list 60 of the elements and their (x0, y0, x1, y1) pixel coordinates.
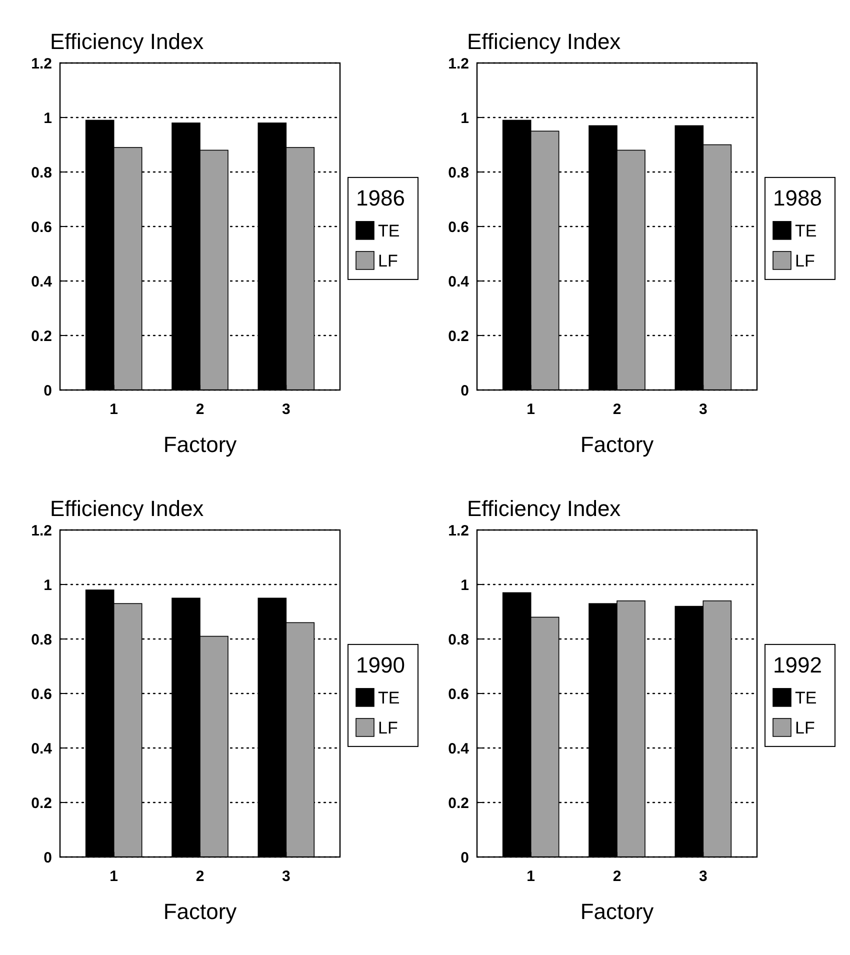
y-tick-label: 1.2 (31, 55, 52, 72)
y-tick-label: 0.2 (448, 328, 469, 345)
chart-title: Efficiency Index (467, 29, 621, 54)
legend-title: 1992 (773, 652, 822, 678)
y-tick-label: 0.6 (448, 686, 469, 703)
y-tick-label: 0.4 (31, 740, 53, 758)
x-tick-label: 2 (196, 401, 204, 418)
legend-label: TE (378, 688, 400, 708)
y-tick-label: 0.2 (31, 328, 52, 345)
y-tick-label: 1.2 (448, 55, 469, 72)
y-tick-label: 0 (460, 382, 469, 400)
x-tick-label: 3 (282, 401, 290, 418)
x-tick-label: 1 (110, 868, 118, 885)
y-tick-label: 0.4 (448, 740, 470, 758)
x-tick-label: 3 (698, 401, 708, 418)
y-tick-label: 0.2 (448, 794, 469, 812)
legend-label: LF (378, 718, 398, 738)
x-tick-label: 2 (196, 868, 204, 885)
chart-title: Efficiency Index (50, 496, 204, 521)
x-tick-label: 1 (526, 868, 536, 885)
y-tick-label: 1 (460, 576, 469, 594)
y-tick-label: 0.4 (31, 273, 53, 290)
y-tick-label: 0 (44, 849, 52, 866)
legend-label: LF (795, 251, 815, 270)
y-tick-label: 1 (44, 110, 52, 127)
legend-label: TE (795, 688, 817, 708)
x-tick-label: 1 (110, 401, 118, 418)
x-axis-title: Factory (163, 432, 237, 457)
y-tick-label: 1.2 (31, 522, 52, 540)
y-tick-label: 1.2 (448, 522, 469, 540)
legend-title: 1988 (773, 185, 822, 210)
legend-label: TE (378, 221, 400, 240)
y-tick-label: 1 (44, 576, 52, 594)
y-tick-label: 0.8 (31, 164, 52, 182)
x-tick-label: 2 (612, 868, 622, 885)
y-tick-label: 1 (460, 110, 469, 127)
y-tick-label: 0.2 (31, 794, 52, 812)
legend-title: 1986 (356, 185, 405, 210)
legend-title: 1990 (356, 652, 405, 678)
y-tick-label: 0.6 (31, 218, 52, 236)
x-tick-label: 2 (612, 401, 622, 418)
x-tick-label: 3 (282, 868, 290, 885)
y-tick-label: 0 (460, 849, 469, 866)
x-tick-label: 1 (526, 401, 536, 418)
x-axis-title: Factory (580, 432, 654, 457)
chart-title: Efficiency Index (467, 496, 621, 521)
legend-label: LF (795, 718, 815, 738)
legend-label: TE (795, 221, 817, 240)
x-tick-label: 3 (698, 868, 708, 885)
y-tick-label: 0.6 (448, 218, 469, 236)
legend-label: LF (378, 251, 398, 270)
y-tick-label: 0.6 (31, 686, 52, 703)
y-tick-label: 0.8 (448, 631, 469, 648)
chart-title: Efficiency Index (50, 29, 204, 54)
y-tick-label: 0 (44, 382, 52, 400)
y-tick-label: 0.8 (448, 164, 469, 182)
x-axis-title: Factory (580, 899, 654, 924)
y-tick-label: 0.4 (448, 273, 470, 290)
y-tick-label: 0.8 (31, 631, 52, 648)
x-axis-title: Factory (163, 899, 237, 924)
